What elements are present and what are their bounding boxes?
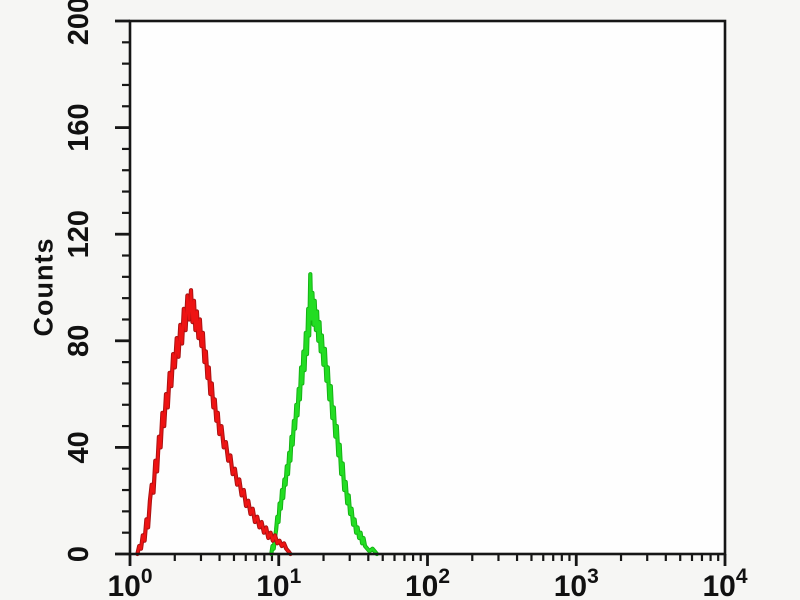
red-histogram — [136, 289, 292, 556]
x-tick-label: 102 — [405, 565, 450, 600]
y-tick-label: 120 — [63, 210, 95, 258]
y-axis-title: Counts — [28, 237, 59, 337]
x-tick-label: 100 — [107, 565, 152, 600]
plot-area — [130, 21, 725, 554]
y-tick-label: 80 — [63, 325, 95, 357]
x-tick-label: 103 — [554, 565, 599, 600]
y-tick-label: 40 — [63, 431, 95, 463]
plot-border — [128, 19, 727, 556]
x-tick-label: 104 — [702, 565, 747, 600]
green-histogram — [270, 273, 379, 556]
y-tick-label: 160 — [63, 103, 95, 151]
x-tick-label: 101 — [256, 565, 301, 600]
y-tick-label: 0 — [63, 546, 95, 562]
y-tick-label: 200 — [63, 0, 95, 45]
